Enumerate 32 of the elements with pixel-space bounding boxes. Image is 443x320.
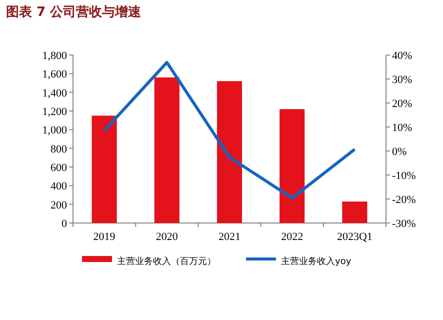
chart-title: 图表 7 公司营收与增速 [6, 4, 142, 20]
y2-tick-label: 10% [392, 122, 412, 134]
y-tick-label: 1,400 [42, 87, 68, 100]
bar [154, 77, 180, 223]
y-tick-label: 400 [50, 180, 68, 193]
y-tick-label: 200 [50, 199, 68, 212]
y-tick-label: 800 [50, 143, 68, 156]
y-tick-label: 600 [50, 162, 68, 174]
x-tick-label: 2021 [218, 231, 240, 243]
bar [216, 81, 242, 223]
legend-label: 主营业务收入yoy [281, 256, 352, 267]
x-tick-label: 2020 [156, 231, 178, 243]
bar [92, 116, 117, 223]
x-tick-label: 2022 [281, 231, 304, 243]
x-tick-label: 2019 [93, 231, 116, 243]
y2-tick-label: 30% [392, 74, 412, 86]
y2-tick-label: 0% [392, 146, 407, 158]
y-tick-label: 0 [62, 218, 68, 230]
y2-tick-label: 40% [392, 50, 412, 62]
y-tick-label: 1,200 [42, 106, 68, 118]
y2-tick-label: -30% [392, 218, 416, 230]
legend-label: 主营业务收入（百万元） [117, 256, 216, 267]
y-tick-label: 1,600 [42, 68, 68, 81]
line-series [102, 60, 356, 200]
y-tick-label: 1,800 [42, 50, 68, 62]
y2-tick-label: 20% [392, 98, 412, 110]
y-tick-label: 1,000 [42, 124, 68, 137]
y2-tick-label: -20% [392, 194, 416, 206]
bar [280, 109, 305, 223]
bar [342, 202, 368, 223]
x-tick-label: 2023Q1 [336, 231, 372, 243]
y2-tick-label: -10% [392, 170, 416, 182]
